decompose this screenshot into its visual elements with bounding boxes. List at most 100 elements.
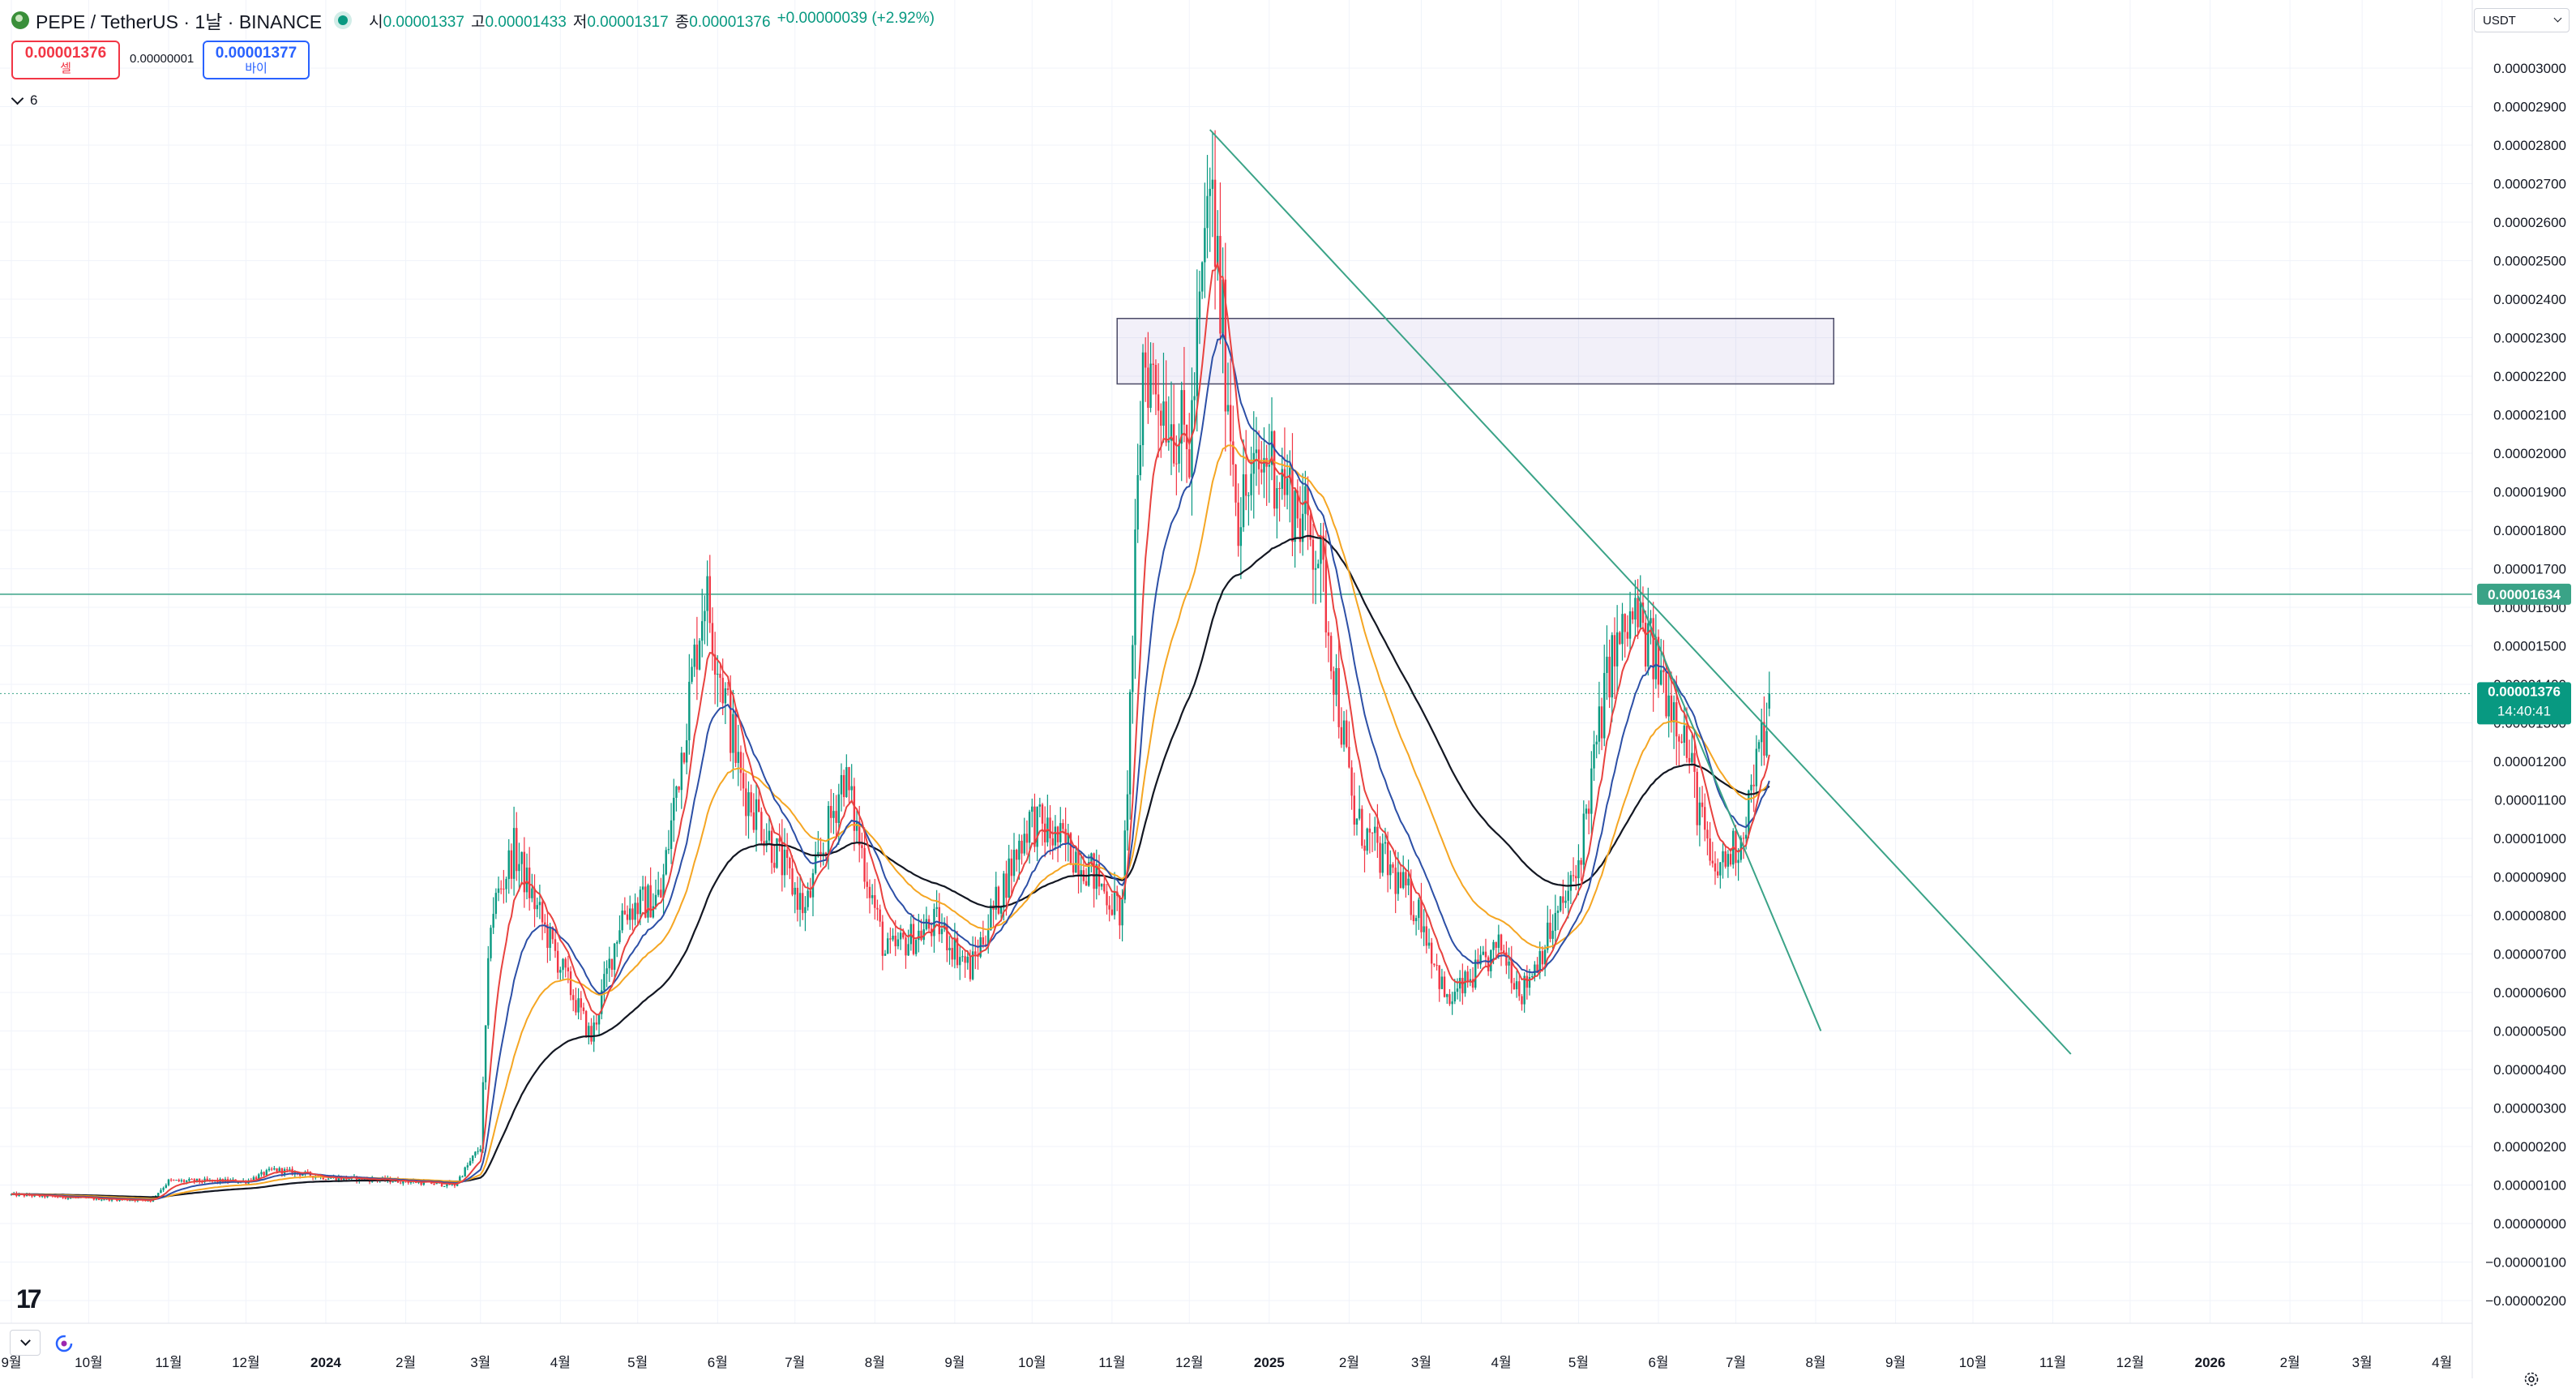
candle-body: [1312, 539, 1315, 570]
candle-body: [1598, 706, 1601, 742]
candle-body: [1226, 405, 1230, 412]
price-axis-label: 0.00000000: [2493, 1216, 2566, 1232]
trendline-descending-short[interactable]: [1637, 595, 1822, 1031]
chart-header: PEPE / TetherUS · 1날 · BINANCE 시0.000013…: [11, 8, 935, 32]
time-axis-label: 2025: [1254, 1355, 1285, 1370]
candle-body: [1628, 611, 1632, 639]
time-axis-label: 2월: [396, 1355, 416, 1370]
candle-body: [1317, 564, 1320, 568]
candle-body: [649, 885, 652, 918]
candle-body: [1688, 757, 1691, 763]
candle-body: [1128, 692, 1132, 795]
candle-body: [1289, 467, 1291, 478]
trendline-descending-long[interactable]: [1209, 129, 2072, 1055]
buy-button[interactable]: 0.00001377 바이: [203, 41, 310, 79]
replay-icon[interactable]: [53, 1333, 75, 1354]
candle-body: [636, 902, 639, 915]
candle-body: [1229, 405, 1232, 442]
candle-body: [902, 932, 905, 938]
candle-body: [798, 893, 802, 911]
candle-body: [593, 1022, 595, 1042]
candle-body: [348, 1178, 350, 1180]
candle-body: [1025, 834, 1029, 843]
sell-button[interactable]: 0.00001376 셀: [11, 41, 120, 79]
candle-body: [1670, 695, 1673, 722]
candle-body: [479, 1149, 481, 1151]
price-axis-label: 0.00002100: [2493, 408, 2566, 423]
candle-body: [708, 576, 711, 624]
candle-body: [188, 1179, 190, 1181]
candle-body: [1191, 400, 1193, 478]
time-axis-label: 10월: [75, 1355, 103, 1370]
candle-body: [1095, 864, 1098, 889]
candle-body: [1559, 896, 1562, 911]
candle-body: [881, 921, 884, 956]
candle-body: [162, 1187, 165, 1190]
candle-body: [327, 1178, 330, 1180]
currency-selector[interactable]: USDT: [2474, 8, 2570, 32]
gear-icon[interactable]: [2523, 1370, 2540, 1388]
candle-body: [497, 888, 500, 894]
candle-body: [832, 811, 835, 818]
candle-body: [1294, 491, 1296, 542]
candle-body: [206, 1178, 208, 1181]
candle-body: [1761, 722, 1763, 743]
candle-body: [1147, 367, 1149, 408]
collapse-panel-button[interactable]: [10, 1330, 41, 1356]
price-axis-label: −0.00000100: [2485, 1255, 2566, 1271]
candle-body: [1644, 623, 1647, 667]
high-label: 고: [470, 13, 486, 31]
candle-body: [422, 1181, 425, 1185]
candle-body: [1414, 918, 1418, 922]
candle-body: [1479, 954, 1482, 965]
candle-body: [1405, 872, 1407, 885]
tradingview-logo-icon[interactable]: 17: [16, 1284, 42, 1314]
candle-body: [726, 688, 730, 690]
candle-body: [1200, 262, 1204, 292]
candle-body: [169, 1179, 173, 1181]
time-axis[interactable]: 9월 10월 11월 12월 2024 2월 3월 4월 5월 6월 7월 8월 9월 10월 11월 12월…: [1, 1355, 2452, 1370]
candle-body: [739, 752, 742, 774]
resistance-zone-box[interactable]: [1116, 318, 1835, 385]
candle-body: [922, 929, 925, 941]
candle-body: [101, 1199, 103, 1201]
price-axis-label: 0.00000400: [2493, 1062, 2566, 1078]
candle-body: [745, 788, 747, 817]
candle-body: [623, 911, 627, 915]
candle-body: [1374, 826, 1376, 834]
candle-body: [603, 974, 605, 991]
candle-body: [1309, 515, 1312, 540]
candle-body: [1346, 720, 1348, 748]
candle-body: [896, 939, 900, 947]
candle-body: [193, 1179, 195, 1182]
time-axis-label: 11월: [2039, 1355, 2066, 1370]
symbol-title[interactable]: PEPE / TetherUS · 1날 · BINANCE: [36, 11, 323, 32]
candle-body: [695, 645, 699, 670]
candle-body: [525, 867, 528, 893]
time-axis-label: 2월: [1339, 1355, 1359, 1370]
candle-body: [1427, 942, 1431, 946]
candle-body: [920, 930, 922, 941]
candle-body: [1619, 632, 1621, 645]
time-axis-label: 12월: [232, 1355, 260, 1370]
candle-body: [711, 623, 714, 655]
candle-body: [1453, 992, 1456, 1002]
price-axis-label: 0.00001100: [2494, 793, 2566, 808]
candle-body: [1397, 872, 1400, 894]
candle-body: [337, 1177, 340, 1181]
chevron-down-icon: [2553, 14, 2562, 22]
candle-body: [861, 845, 863, 848]
indicators-toggle[interactable]: 6: [11, 92, 37, 109]
time-axis-label: 8월: [1805, 1355, 1825, 1370]
candle-body: [1595, 741, 1598, 745]
candle-body: [516, 828, 518, 872]
candle-body: [1549, 922, 1551, 939]
candle-body: [1735, 830, 1737, 864]
candle-body: [1353, 795, 1355, 825]
candle-body: [551, 927, 554, 940]
candle-body: [1358, 808, 1361, 819]
candle-body: [845, 767, 848, 798]
candle-body: [1273, 431, 1276, 509]
candle-body: [1088, 862, 1090, 886]
